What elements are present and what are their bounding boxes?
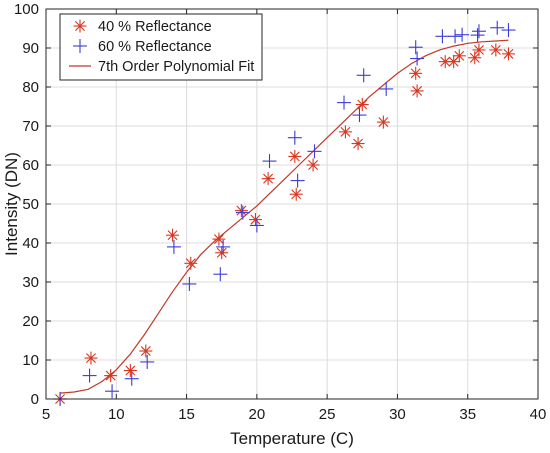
- markers-layer: [53, 20, 516, 406]
- y-tick-label: 70: [22, 118, 39, 135]
- asterisk-point: [410, 84, 424, 98]
- plus-point: [471, 24, 486, 39]
- plus-point: [352, 108, 367, 123]
- y-tick-label: 10: [22, 352, 39, 369]
- asterisk-point: [84, 351, 98, 365]
- plus-point: [213, 267, 228, 282]
- plus-point: [249, 218, 264, 233]
- y-tick-label: 100: [14, 1, 39, 18]
- plus-point: [182, 276, 197, 291]
- polynomial-fit-line: [60, 39, 509, 394]
- plus-point: [235, 205, 250, 220]
- plus-point: [166, 239, 181, 254]
- asterisk-point: [184, 256, 198, 270]
- x-tick-label: 10: [108, 406, 125, 423]
- plus-point: [287, 130, 302, 145]
- x-tick-label: 40: [530, 406, 547, 423]
- plus-point: [124, 371, 139, 386]
- asterisk-point: [489, 43, 503, 57]
- asterisk-point: [248, 213, 262, 227]
- legend-plus-icon: [73, 39, 87, 53]
- x-tick-label: 20: [249, 406, 266, 423]
- plus-point: [435, 29, 450, 44]
- asterisk-point: [472, 43, 486, 57]
- plus-point: [307, 144, 322, 159]
- y-axis-label: Intensity (DN): [2, 152, 21, 256]
- plus-point: [356, 68, 371, 83]
- plus-point: [501, 23, 516, 38]
- x-tick-label: 30: [389, 406, 406, 423]
- series-60-points: [53, 20, 516, 406]
- plus-point: [290, 173, 305, 188]
- x-axis-ticks: 5 10 15 20 25 30 35 40: [42, 9, 547, 423]
- x-tick-label: 15: [178, 406, 195, 423]
- plus-point: [82, 368, 97, 383]
- asterisk-point: [166, 228, 180, 242]
- y-tick-label: 90: [22, 40, 39, 57]
- plus-point: [140, 354, 155, 369]
- asterisk-point: [261, 172, 275, 186]
- x-tick-label: 5: [42, 406, 50, 423]
- legend-box: [59, 13, 263, 81]
- asterisk-point: [123, 364, 137, 378]
- asterisk-point: [288, 149, 302, 163]
- plus-point: [410, 51, 425, 66]
- asterisk-point: [139, 344, 153, 358]
- legend-items: 40 % Reflectance 60 % Reflectance 7th Orde…: [69, 19, 254, 75]
- asterisk-point: [501, 47, 515, 61]
- legend-asterisk-icon: [73, 19, 87, 33]
- y-tick-label: 50: [22, 196, 39, 213]
- asterisk-point: [104, 369, 118, 383]
- legend-entry-label: 7th Order Polynomial Fit: [98, 59, 254, 75]
- x-tick-label: 25: [319, 406, 336, 423]
- plus-point: [455, 27, 470, 42]
- y-tick-label: 40: [22, 235, 39, 252]
- y-tick-label: 20: [22, 313, 39, 330]
- plus-point: [490, 20, 505, 35]
- asterisk-point: [355, 98, 369, 112]
- x-axis-label: Temperature (C): [230, 429, 354, 448]
- y-tick-label: 60: [22, 157, 39, 174]
- legend-entry-label: 40 % Reflectance: [98, 19, 212, 35]
- plus-point: [470, 28, 485, 43]
- legend-entry-label: 60 % Reflectance: [98, 39, 212, 55]
- y-tick-label: 30: [22, 274, 39, 291]
- asterisk-point: [409, 66, 423, 80]
- series-40-points: [53, 43, 515, 406]
- y-tick-label: 80: [22, 79, 39, 96]
- plus-point: [408, 40, 423, 55]
- asterisk-point: [212, 232, 226, 246]
- plus-point: [379, 81, 394, 96]
- asterisk-point: [338, 125, 352, 139]
- asterisk-point: [289, 187, 303, 201]
- plus-point: [216, 239, 231, 254]
- asterisk-point: [234, 204, 248, 218]
- polynomial-fit-layer: [60, 39, 509, 394]
- asterisk-point: [452, 49, 466, 63]
- asterisk-point: [376, 115, 390, 129]
- asterisk-point: [215, 246, 229, 260]
- plus-point: [448, 29, 463, 44]
- y-tick-label: 0: [31, 391, 39, 408]
- plus-point: [337, 95, 352, 110]
- x-tick-label: 35: [459, 406, 476, 423]
- plus-point: [105, 384, 120, 399]
- asterisk-point: [306, 158, 320, 172]
- y-axis-ticks: 0 10 20 30 40 50 60 70 80 90 100: [14, 1, 538, 408]
- asterisk-point: [351, 137, 365, 151]
- legend: 40 % Reflectance 60 % Reflectance 7th Orde…: [59, 13, 263, 81]
- plus-point: [262, 154, 277, 169]
